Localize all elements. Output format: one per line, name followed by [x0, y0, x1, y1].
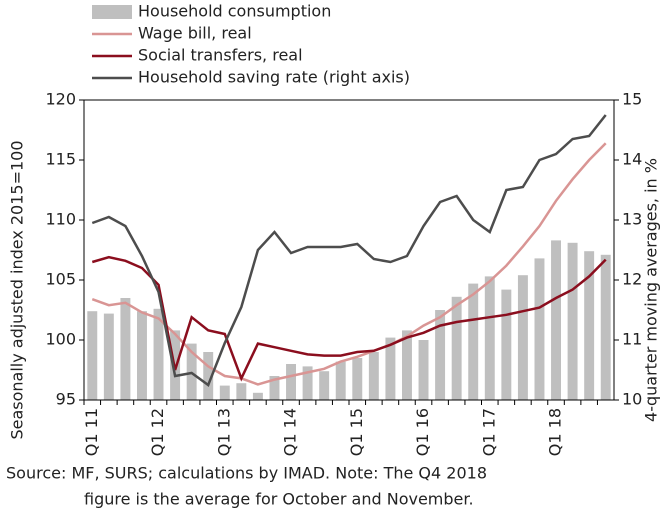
bar [252, 392, 263, 400]
bar [153, 308, 164, 400]
bar [302, 366, 313, 400]
bar [236, 383, 247, 400]
y-tick-label: 100 [45, 330, 76, 349]
bar [335, 361, 346, 400]
y2-tick-label: 11 [622, 330, 642, 349]
legend-label: Wage bill, real [138, 24, 252, 43]
legend-label: Household saving rate (right axis) [138, 68, 410, 87]
bar [551, 240, 561, 400]
y-tick-label: 115 [45, 150, 76, 169]
bar [269, 376, 280, 400]
legend-swatch [92, 5, 132, 19]
y2-tick-label: 12 [622, 270, 642, 289]
x-tick-label: Q1 12 [148, 408, 167, 456]
x-tick-label: Q1 16 [413, 408, 432, 456]
bar [87, 311, 98, 400]
bar [319, 371, 330, 400]
y2-tick-label: 14 [622, 150, 642, 169]
y-axis-label: Seasonally adjusted index 2015=100 [8, 140, 27, 439]
bar [137, 311, 147, 400]
bar [402, 330, 412, 400]
y-tick-label: 120 [45, 90, 76, 109]
bar [468, 283, 479, 400]
bar [435, 310, 446, 400]
bar [203, 352, 214, 400]
source-line: Source: MF, SURS; calculations by IMAD. … [6, 464, 487, 483]
x-tick-label: Q1 18 [546, 408, 565, 456]
bar [534, 258, 545, 400]
bar [517, 275, 528, 400]
x-tick-label: Q1 11 [82, 408, 101, 456]
bar [120, 298, 131, 400]
source-line: figure is the average for October and No… [84, 490, 474, 509]
legend-label: Social transfers, real [138, 46, 303, 65]
y-tick-label: 95 [56, 390, 76, 409]
bar [600, 254, 611, 400]
legend-label: Household consumption [138, 2, 331, 21]
bar [103, 313, 114, 400]
bar [451, 296, 462, 400]
line [91, 114, 607, 387]
bar [501, 289, 512, 400]
bar [418, 340, 429, 400]
y-tick-label: 105 [45, 270, 76, 289]
x-tick-label: Q1 15 [347, 408, 366, 456]
bar [385, 337, 396, 400]
x-tick-label: Q1 13 [214, 408, 233, 456]
y2-axis-label: 4-quarter moving averages, in % [642, 158, 661, 422]
bar [484, 276, 495, 400]
line [91, 255, 607, 382]
bar [286, 364, 296, 400]
bar [219, 385, 230, 400]
y2-tick-label: 15 [622, 90, 642, 109]
y-tick-label: 110 [45, 210, 76, 229]
bar [368, 352, 379, 400]
bar [352, 358, 363, 400]
x-tick-label: Q1 17 [479, 408, 498, 456]
bar [584, 251, 595, 400]
y2-tick-label: 10 [622, 390, 642, 409]
y2-tick-label: 13 [622, 210, 642, 229]
x-tick-label: Q1 14 [281, 408, 300, 456]
bar [567, 242, 578, 400]
line [91, 142, 607, 386]
